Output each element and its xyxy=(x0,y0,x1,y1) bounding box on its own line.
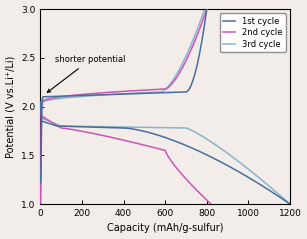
X-axis label: Capacity (mAh/g-sulfur): Capacity (mAh/g-sulfur) xyxy=(107,223,223,234)
Y-axis label: Potential (V vs.Li⁺/Li): Potential (V vs.Li⁺/Li) xyxy=(6,55,16,158)
Text: shorter potential: shorter potential xyxy=(47,55,126,92)
Legend: 1st cycle, 2nd cycle, 3rd cycle: 1st cycle, 2nd cycle, 3rd cycle xyxy=(220,13,286,52)
